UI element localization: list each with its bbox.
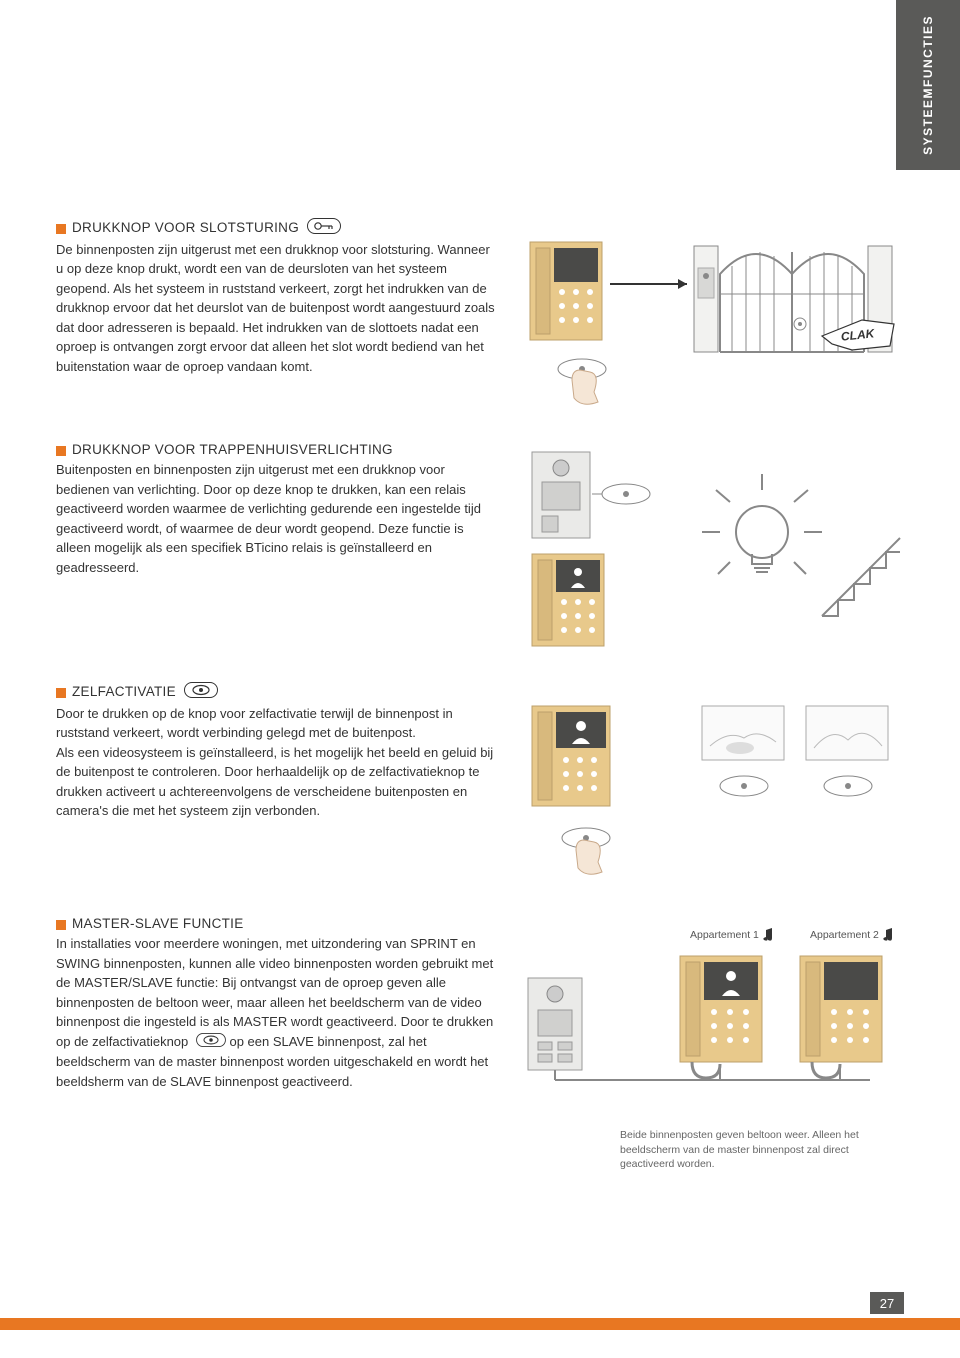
section-trappenhuis: DRUKKNOP VOOR TRAPPENHUISVERLICHTING Bui… (56, 440, 904, 656)
gate-svg: CLAK (522, 224, 902, 414)
section-body-before: In installaties voor meerdere woningen, … (56, 936, 493, 1049)
key-icon (307, 218, 341, 240)
illustration-masterslave: Appartement 1 Appartement 2 (520, 914, 904, 1172)
content: DRUKKNOP VOOR SLOTSTURING De binnenposte… (56, 218, 904, 1172)
eye-icon-inline (196, 1033, 226, 1053)
text-col: DRUKKNOP VOOR TRAPPENHUISVERLICHTING Bui… (56, 440, 496, 656)
light-svg (522, 446, 902, 656)
page-number: 27 (870, 1292, 904, 1314)
illustration-gate: CLAK (520, 218, 904, 414)
bullet-icon (56, 446, 66, 456)
section-body: Buitenposten en binnenposten zijn uitger… (56, 462, 481, 575)
section-title: DRUKKNOP VOOR SLOTSTURING (72, 220, 299, 235)
section-body: De binnenposten zijn uitgerust met een d… (56, 242, 495, 374)
section-zelfactivatie: ZELFACTIVATIE Door te drukken op de knop… (56, 682, 904, 888)
section-title: MASTER-SLAVE FUNCTIE (72, 916, 244, 931)
bullet-icon (56, 224, 66, 234)
section-masterslave: MASTER-SLAVE FUNCTIE In installaties voo… (56, 914, 904, 1172)
selfact-svg (522, 688, 902, 888)
section-body: Door te drukken op de knop voor zelfacti… (56, 706, 493, 819)
apt2-label: Appartement 2 (810, 929, 879, 941)
eye-icon (184, 682, 218, 704)
illustration-light (520, 440, 904, 656)
side-tab-label: SYSTEEMFUNCTIES (921, 15, 935, 155)
masterslave-caption: Beide binnenposten geven beltoon weer. A… (520, 1120, 904, 1172)
footer-bar (0, 1318, 960, 1330)
text-col: DRUKKNOP VOOR SLOTSTURING De binnenposte… (56, 218, 496, 414)
apt1-label: Appartement 1 (690, 929, 759, 941)
side-tab: SYSTEEMFUNCTIES (896, 0, 960, 170)
bullet-icon (56, 920, 66, 930)
section-title: DRUKKNOP VOOR TRAPPENHUISVERLICHTING (72, 442, 393, 457)
text-col: MASTER-SLAVE FUNCTIE In installaties voo… (56, 914, 496, 1172)
text-col: ZELFACTIVATIE Door te drukken op de knop… (56, 682, 496, 888)
section-slotsturing: DRUKKNOP VOOR SLOTSTURING De binnenposte… (56, 218, 904, 414)
masterslave-svg: Appartement 1 Appartement 2 (520, 920, 900, 1120)
section-title: ZELFACTIVATIE (72, 684, 176, 699)
illustration-selfact (520, 682, 904, 888)
bullet-icon (56, 688, 66, 698)
page: SYSTEEMFUNCTIES DRUKKNOP VOOR SLOTSTURIN… (0, 0, 960, 1358)
